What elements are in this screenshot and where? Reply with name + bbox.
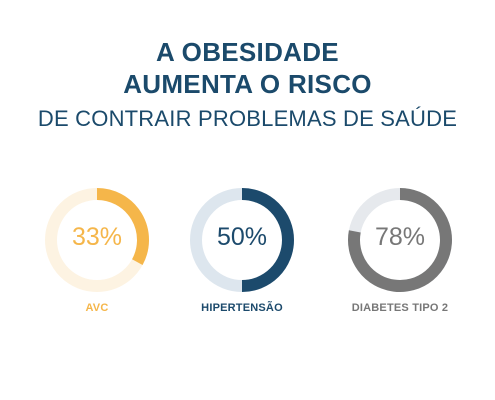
- donut-diabetes-label: DIABETES TIPO 2: [351, 302, 449, 314]
- title-line-1: A OBESIDADE: [156, 37, 339, 67]
- subtitle: DE CONTRAIR PROBLEMAS DE SAÚDE: [37, 106, 458, 131]
- donut-hipertensao-svg: [190, 188, 294, 292]
- donut-hipertensao: 50% HIPERTENSÃO: [182, 180, 302, 320]
- donut-hipertensao-value: 50%: [216, 223, 268, 251]
- donut-diabetes: 78% DIABETES TIPO 2: [340, 180, 460, 320]
- donut-avc: 33% AVC: [37, 180, 157, 320]
- donut-diabetes-svg: [348, 188, 452, 292]
- donut-charts: 33% AVC 50% HIPERTENSÃO 78% DIABETES TIP…: [0, 180, 495, 340]
- donut-hipertensao-label: HIPERTENSÃO: [201, 302, 283, 314]
- donut-hipertensao-arc: [241, 188, 294, 292]
- donut-diabetes-arc: [348, 188, 452, 292]
- donut-avc-arc: [96, 188, 149, 266]
- donut-avc-label: AVC: [85, 302, 109, 314]
- donut-diabetes-value: 78%: [374, 223, 426, 251]
- donut-avc-svg: [45, 188, 149, 292]
- donut-avc-value: 33%: [71, 223, 123, 251]
- title-line-2: AUMENTA O RISCO: [123, 69, 372, 99]
